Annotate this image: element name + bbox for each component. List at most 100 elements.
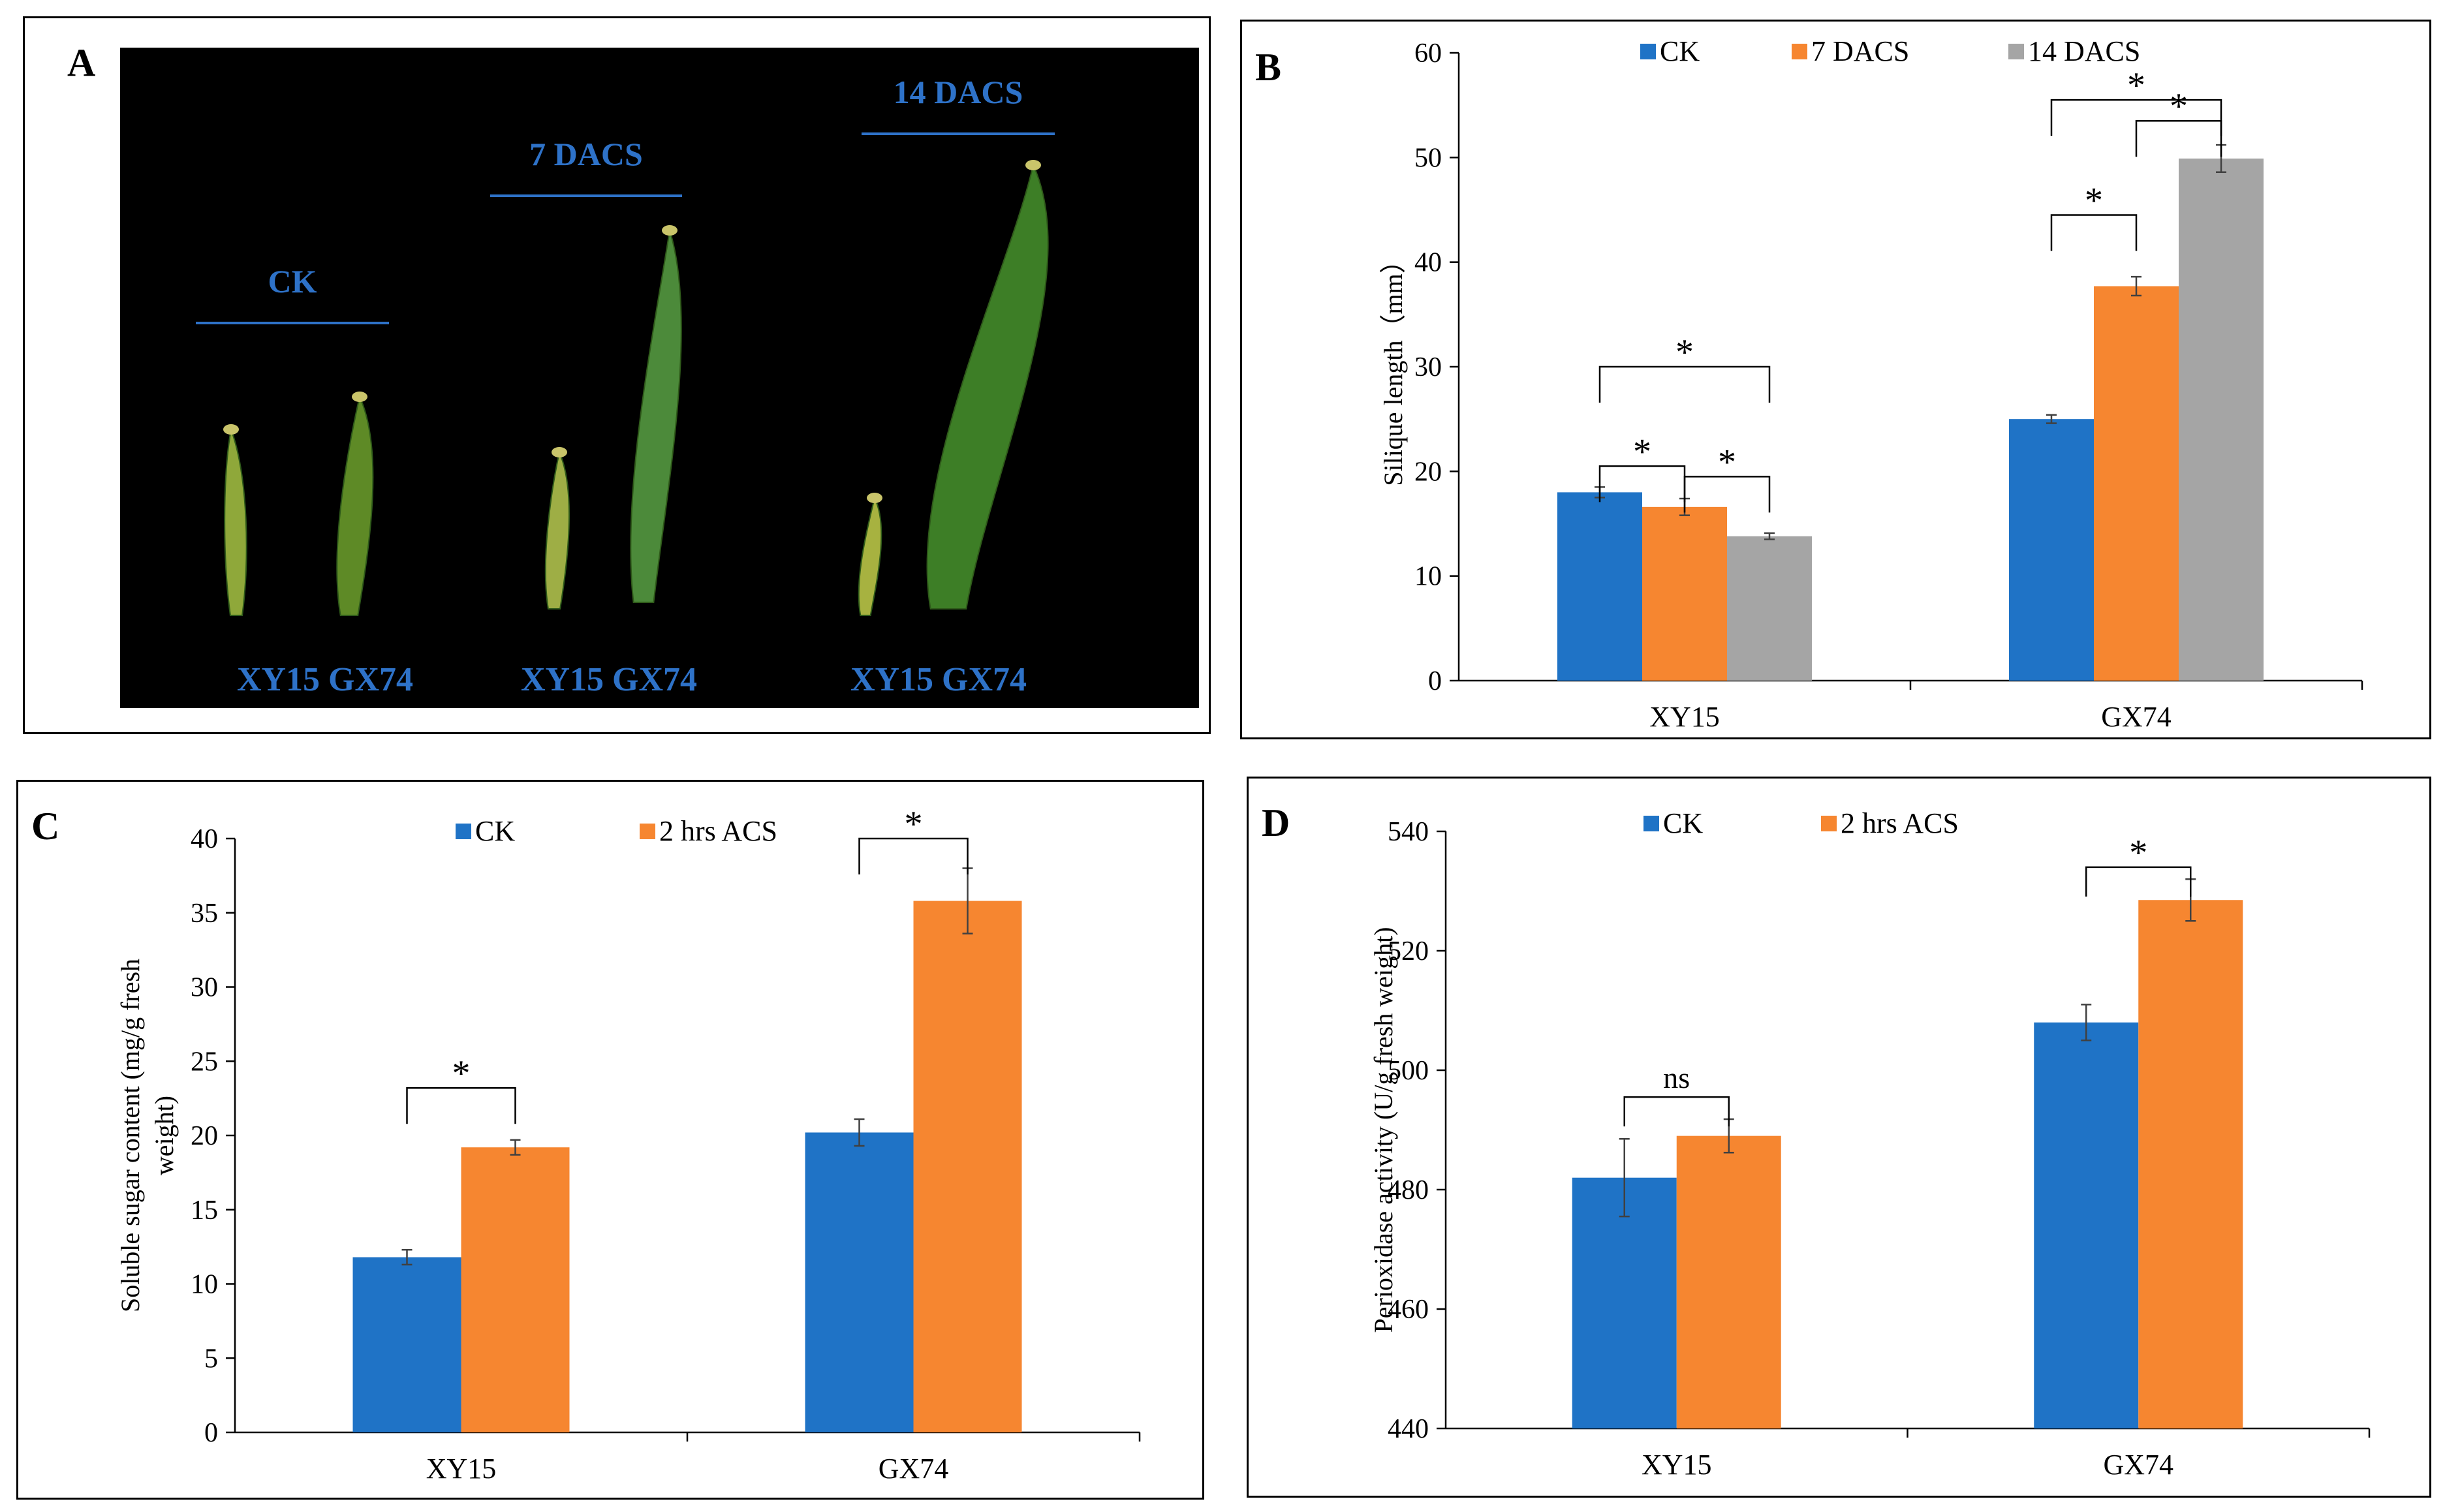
significance-bracket <box>2085 866 2192 897</box>
y-tick-label: 40 <box>1414 248 1442 278</box>
panel-d: D 440 460 480 500 520 540 XY15 GX74 ns * CK 2 hrs AC… <box>1247 777 2431 1498</box>
legend-swatch <box>2008 44 2024 59</box>
y-tick-label: 10 <box>1414 562 1442 592</box>
legend-label: 14 DACS <box>2028 35 2140 67</box>
y-axis-title: Silique length（mm） <box>1378 247 1408 486</box>
bar <box>1572 1177 1677 1428</box>
panel-c: C 0 5 10 15 20 25 30 35 40 XY15 GX74 * * CK 2 hrs ACS So… <box>16 780 1204 1500</box>
y-tick-label: 460 <box>1388 1295 1429 1325</box>
bar <box>913 901 1022 1432</box>
x-category-label: GX74 <box>879 1453 949 1485</box>
significance-label: * <box>2085 181 2103 221</box>
y-tick-label: 20 <box>1414 457 1442 487</box>
chart-c: C 0 5 10 15 20 25 30 35 40 XY15 GX74 * * CK 2 hrs ACS So… <box>31 804 1141 1485</box>
silique-pod <box>926 162 1049 609</box>
x-category-label: GX74 <box>2103 1449 2173 1481</box>
panel-letter: D <box>1262 801 1290 844</box>
significance-label: * <box>2129 833 2147 873</box>
y-tick-label: 30 <box>191 973 218 1003</box>
bar <box>461 1147 570 1432</box>
legend-swatch <box>640 824 655 839</box>
y-tick-label: 540 <box>1388 817 1429 847</box>
legend-label: 2 hrs ACS <box>1841 807 1959 839</box>
legend-swatch <box>1640 44 1656 59</box>
significance-bracket <box>406 1087 516 1124</box>
y-axis-title: Perioxidase activity (U/g fresh weight) <box>1369 927 1398 1333</box>
bar <box>2009 419 2094 681</box>
y-tick-label: 520 <box>1388 936 1429 966</box>
y-axis-title: Soluble sugar content (mg/g fresh <box>116 959 145 1312</box>
significance-label: * <box>1718 442 1736 482</box>
photo-genotype-labels: XY15 GX74 <box>521 661 697 698</box>
photo-genotype-labels: XY15 GX74 <box>850 661 1027 698</box>
bar <box>352 1257 461 1432</box>
bar <box>805 1132 914 1432</box>
y-tick-label: 50 <box>1414 143 1442 173</box>
y-tick-label: 440 <box>1388 1414 1429 1444</box>
significance-bracket <box>1623 1096 1730 1127</box>
legend-label: 7 DACS <box>1811 35 1909 67</box>
panel-a: A CK XY15 GX74 7 DACS XY15 GX74 14 DACS XY15 … <box>23 16 1211 734</box>
significance-label: * <box>905 804 923 844</box>
y-tick-label: 60 <box>1414 39 1442 69</box>
chart-b: B 0 10 20 30 40 50 60 XY15 GX74 * * * * * * CK 7 DACS 14 D… <box>1255 35 2363 733</box>
y-tick-label: 25 <box>191 1047 218 1077</box>
legend-label: CK <box>1663 807 1703 839</box>
silique-tip <box>352 392 367 402</box>
significance-label: * <box>452 1053 471 1094</box>
panel-a-svg: A CK XY15 GX74 7 DACS XY15 GX74 14 DACS XY15 … <box>67 41 1199 708</box>
bar <box>2138 900 2243 1428</box>
silique-pod <box>858 496 882 616</box>
x-category-label: XY15 <box>1642 1449 1712 1481</box>
panel-b: B 0 10 20 30 40 50 60 XY15 GX74 * * * * * * CK 7 DACS 14 D… <box>1240 20 2431 739</box>
y-tick-label: 35 <box>191 899 218 929</box>
panel-letter: B <box>1255 46 1281 89</box>
silique-tip <box>662 225 677 236</box>
significance-label: * <box>2127 65 2145 106</box>
significance-label: * <box>2170 86 2188 127</box>
bar <box>1676 1135 1781 1428</box>
bar <box>1727 536 1812 681</box>
silique-pod <box>544 450 570 609</box>
silique-tip <box>552 447 567 457</box>
silique-tip <box>223 424 239 435</box>
significance-bracket <box>2050 99 2222 136</box>
x-category-label: XY15 <box>1649 701 1720 733</box>
chart-d: D 440 460 480 500 520 540 XY15 GX74 ns * CK 2 hrs AC… <box>1262 801 2371 1481</box>
bar <box>2034 1022 2139 1428</box>
significance-label: ns <box>1663 1061 1690 1094</box>
significance-label: * <box>1675 332 1694 373</box>
silique-photo: CK XY15 GX74 7 DACS XY15 GX74 14 DACS XY15 GX… <box>196 74 1055 698</box>
y-tick-label: 30 <box>1414 352 1442 382</box>
legend-swatch <box>456 824 471 839</box>
x-category-label: XY15 <box>426 1453 497 1485</box>
bar <box>2179 158 2264 681</box>
silique-pod <box>336 394 374 616</box>
significance-label: * <box>1633 431 1651 472</box>
significance-bracket <box>2135 119 2222 157</box>
y-tick-label: 20 <box>191 1121 218 1151</box>
y-tick-label: 480 <box>1388 1175 1429 1205</box>
silique-tip <box>867 493 882 503</box>
photo-genotype-labels: XY15 GX74 <box>237 661 413 698</box>
significance-bracket <box>858 837 969 874</box>
legend-swatch <box>1792 44 1807 59</box>
silique-pod <box>630 230 682 603</box>
legend-label: CK <box>475 815 515 847</box>
panel-a-letter: A <box>67 41 95 84</box>
y-tick-label: 0 <box>204 1418 218 1448</box>
y-tick-label: 0 <box>1428 666 1442 696</box>
silique-pod <box>224 427 247 616</box>
y-tick-label: 500 <box>1388 1056 1429 1086</box>
y-axis-title: weight) <box>149 1096 179 1175</box>
legend-label: 2 hrs ACS <box>659 815 777 847</box>
bar <box>2094 286 2179 681</box>
significance-bracket <box>1598 365 1771 403</box>
photo-group-label: 14 DACS <box>894 74 1023 110</box>
legend-swatch <box>1821 816 1837 831</box>
bar <box>1642 506 1727 681</box>
bar <box>1557 492 1642 681</box>
significance-bracket <box>2050 214 2138 251</box>
silique-tip <box>1025 160 1041 170</box>
legend-swatch <box>1643 816 1659 831</box>
